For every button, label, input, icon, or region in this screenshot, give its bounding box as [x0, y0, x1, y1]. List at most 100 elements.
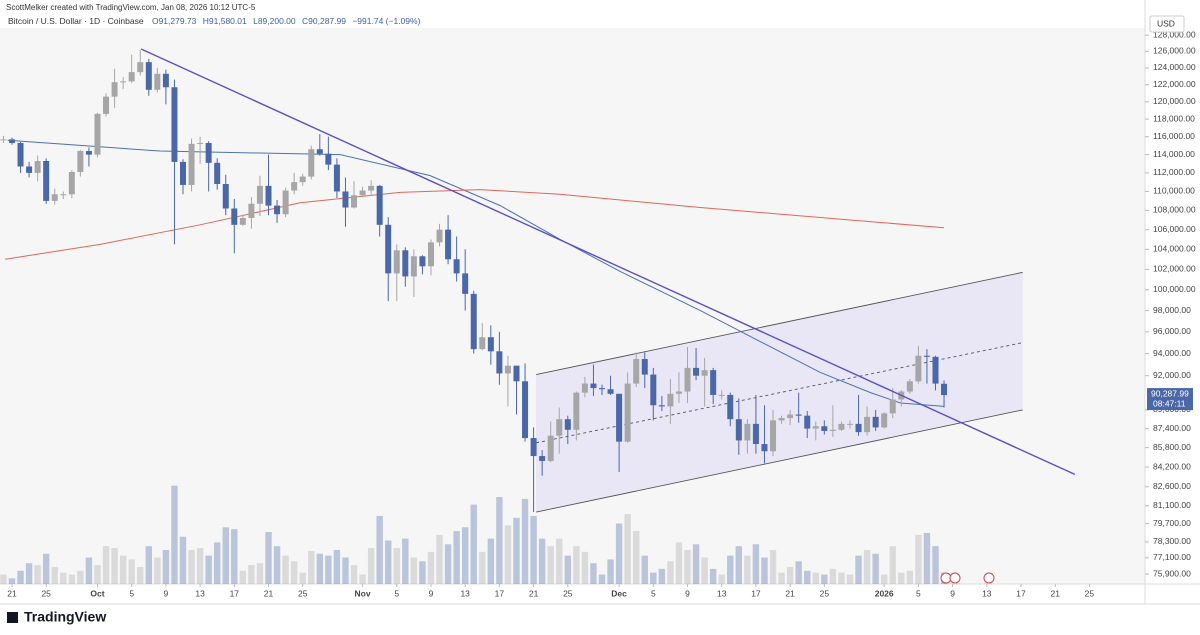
volume-bar	[650, 572, 657, 584]
candle-body	[812, 426, 819, 429]
candle-body	[941, 383, 948, 396]
candle-body	[735, 419, 742, 441]
volume-bar	[34, 565, 41, 584]
volume-bar	[444, 544, 452, 584]
volume-bar	[718, 574, 725, 584]
volume-bar	[667, 561, 674, 584]
candle-body	[513, 365, 520, 382]
y-tick-label: 96,000.00	[1153, 326, 1191, 336]
y-tick-label: 78,300.00	[1153, 536, 1191, 546]
x-tick-label: 5	[916, 588, 921, 598]
candle-body	[410, 256, 417, 277]
x-tick-label: 5	[651, 588, 656, 598]
volume-bar	[8, 578, 16, 584]
plot-layers: 75,900.00 77,100.00 78,300.00 79,700.00 81,1…	[0, 29, 1196, 598]
volume-bar	[581, 551, 589, 584]
attribution: ScottMelker created with TradingView.com…	[6, 3, 256, 12]
candle-body	[34, 160, 41, 173]
candle-body	[419, 256, 426, 267]
volume-bar	[615, 523, 623, 584]
x-tick-label: 21	[529, 588, 539, 598]
volume-bar	[94, 565, 101, 584]
volume-bar	[273, 546, 281, 584]
volume-bar	[77, 570, 84, 584]
y-tick-label: 94,000.00	[1153, 348, 1191, 358]
candle-body	[932, 356, 939, 384]
candle-body	[881, 413, 888, 428]
candle-body	[85, 151, 92, 155]
candle-body	[650, 374, 657, 406]
volume-bar	[863, 549, 871, 584]
candle-body	[325, 153, 332, 165]
candle-body	[616, 393, 623, 442]
candle-body	[599, 388, 606, 390]
x-tick-label: 21	[785, 588, 795, 598]
volume-bar	[376, 515, 383, 584]
candle-body	[265, 185, 272, 206]
candle-body	[376, 185, 383, 225]
y-tick-label: 120,000.00	[1153, 96, 1196, 106]
x-tick-label: 21	[7, 588, 17, 598]
candle-body	[915, 355, 922, 382]
candle-body	[701, 370, 708, 376]
candle-body	[51, 194, 58, 201]
candle-body	[274, 205, 281, 215]
candle-body	[487, 337, 494, 352]
candle-body	[231, 208, 238, 225]
candle-body	[504, 365, 511, 374]
volume-bar	[248, 565, 255, 584]
tradingview-logo: TradingView	[7, 609, 106, 625]
volume-bar	[812, 572, 819, 584]
volume-bar	[633, 531, 640, 584]
volume-bar	[932, 546, 939, 584]
candle-body	[128, 72, 135, 82]
channel-middle	[536, 342, 1023, 444]
x-tick-label: 17	[751, 588, 761, 598]
x-tick-label: 13	[195, 588, 205, 598]
symbol-title: Bitcoin / U.S. Dollar · 1D · Coinbase	[8, 16, 144, 26]
currency-box[interactable]	[1149, 15, 1185, 33]
volume-bar	[538, 538, 546, 584]
candle-body	[103, 96, 110, 114]
candle-body	[436, 229, 443, 243]
x-tick-label: 25	[41, 588, 51, 598]
x-tick-label: 25	[820, 588, 830, 598]
candle-body	[308, 149, 315, 177]
y-tick-label: 112,000.00	[1153, 167, 1195, 177]
candle-body	[821, 426, 828, 431]
volume-bar	[222, 527, 229, 584]
y-tick-label: 82,600.00	[1153, 481, 1191, 491]
candle-body	[8, 139, 15, 143]
x-tick-label: 13	[982, 588, 992, 598]
currency[interactable]: USD	[1157, 18, 1175, 28]
y-tick-label: 122,000.00	[1153, 79, 1196, 89]
volume-bar	[359, 574, 366, 584]
volume-bar	[880, 574, 888, 584]
moving-average	[5, 189, 945, 260]
volume-bar	[427, 551, 435, 584]
symbol-legend: Bitcoin / U.S. Dollar · 1D · Coinbase O9…	[8, 16, 421, 26]
candle-body	[658, 405, 665, 407]
candle-body	[624, 383, 631, 442]
x-tick-label: 17	[1016, 588, 1026, 598]
volume-bar	[0, 574, 7, 584]
y-tick-label: 118,000.00	[1153, 113, 1195, 123]
channel-upper	[536, 271, 1023, 376]
volume-bar	[786, 566, 794, 584]
volume-bar	[769, 549, 777, 584]
candle-body	[761, 444, 768, 452]
y-tick-label: 79,700.00	[1153, 518, 1191, 528]
candle-body	[291, 182, 298, 191]
x-tick-label: 2026	[875, 588, 894, 598]
volume-bar	[205, 555, 212, 584]
y-tick-label: 81,100.00	[1153, 500, 1191, 510]
volume-bar	[855, 555, 862, 584]
legend-low: L89,200.00	[253, 16, 296, 26]
y-tick-label: 106,000.00	[1153, 224, 1196, 234]
y-tick-label: 124,000.00	[1153, 62, 1196, 72]
candle-body	[179, 161, 186, 185]
x-tick-label: 9	[164, 588, 169, 598]
candle-body	[864, 416, 871, 433]
volume-bar	[804, 570, 811, 584]
volume-bar	[744, 555, 751, 584]
